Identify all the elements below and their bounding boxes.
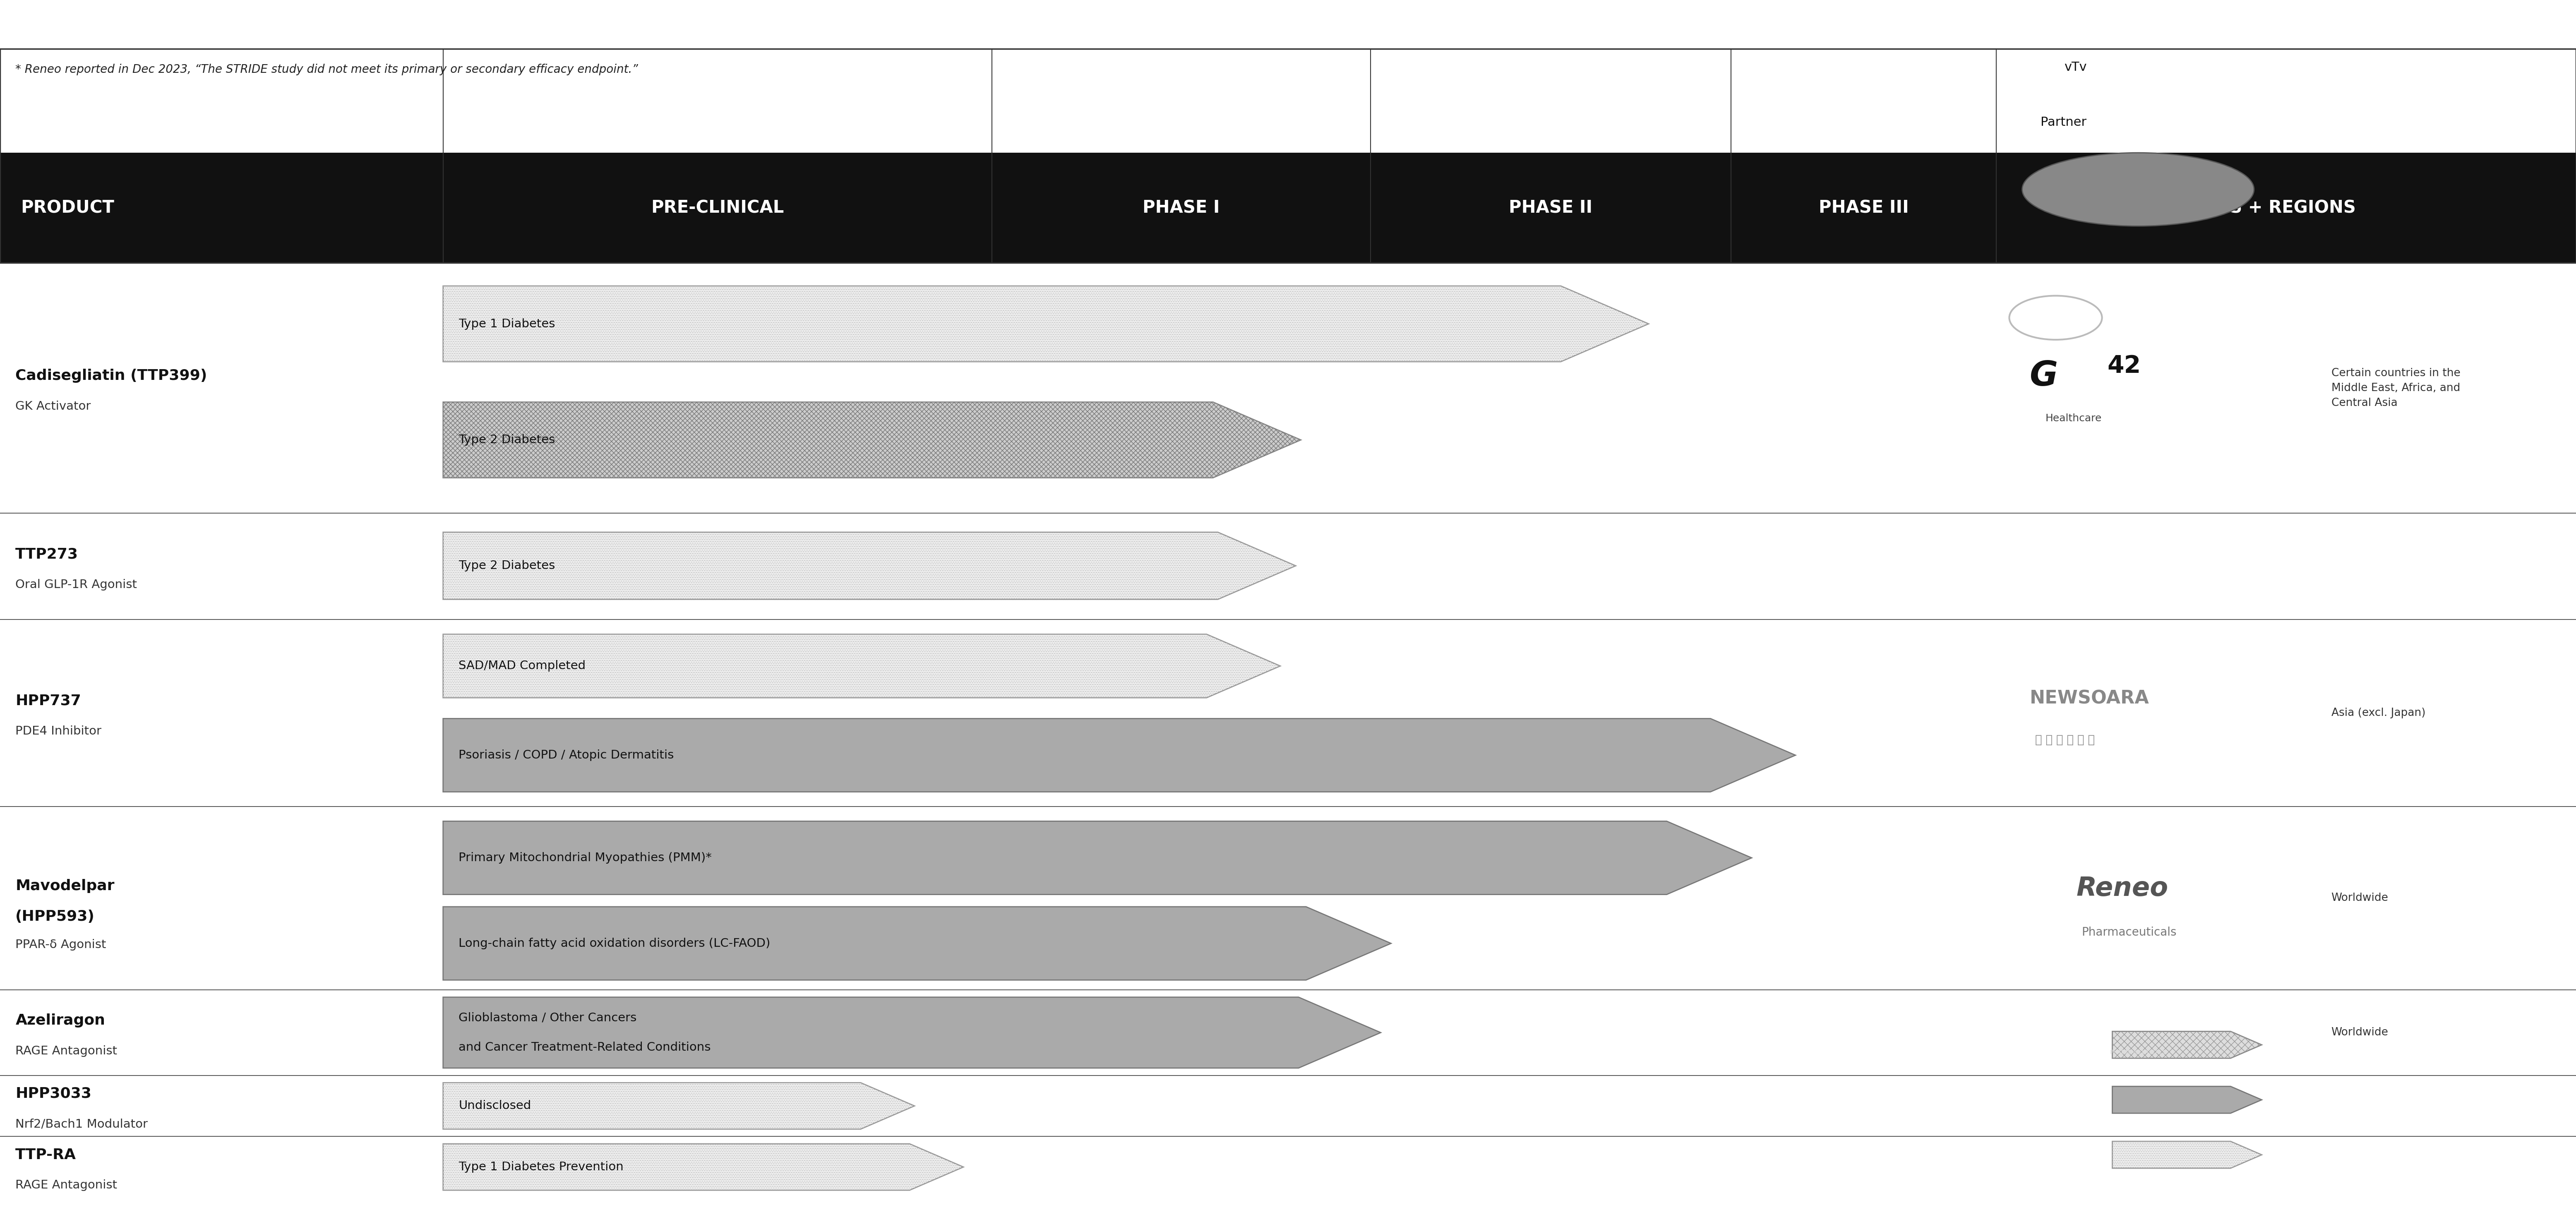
Text: and Cancer Treatment-Related Conditions: and Cancer Treatment-Related Conditions <box>459 1041 711 1053</box>
Text: G: G <box>2030 359 2058 392</box>
Text: Worldwide: Worldwide <box>2331 1028 2388 1037</box>
Text: RAGE Antagonist: RAGE Antagonist <box>15 1179 118 1191</box>
Polygon shape <box>2112 1086 2262 1113</box>
Text: Reneo: Reneo <box>2076 876 2169 901</box>
Text: RAGE Antagonist: RAGE Antagonist <box>15 1045 118 1057</box>
Text: HPP3033: HPP3033 <box>15 1086 93 1101</box>
Polygon shape <box>443 533 1296 600</box>
Text: PHASE II: PHASE II <box>1510 199 1592 216</box>
Text: Type 2 Diabetes: Type 2 Diabetes <box>459 560 554 572</box>
Polygon shape <box>443 402 1301 478</box>
Polygon shape <box>443 719 1795 792</box>
Text: PHARMACEUTICALS: PHARMACEUTICALS <box>2110 1050 2166 1055</box>
Polygon shape <box>443 1144 963 1190</box>
Text: * Reneo reported in Dec 2023, “The STRIDE study did not meet its primary or seco: * Reneo reported in Dec 2023, “The STRID… <box>15 64 639 75</box>
Text: Type 1 Diabetes Prevention: Type 1 Diabetes Prevention <box>459 1161 623 1173</box>
Text: Psoriasis / COPD / Atopic Dermatitis: Psoriasis / COPD / Atopic Dermatitis <box>459 749 675 761</box>
Polygon shape <box>2112 1031 2262 1058</box>
Text: SAD/MAD Completed: SAD/MAD Completed <box>459 660 585 672</box>
Text: Cadisegliatin (TTP399): Cadisegliatin (TTP399) <box>15 369 206 382</box>
Text: 42: 42 <box>2107 354 2141 378</box>
Text: GK Activator: GK Activator <box>15 401 90 412</box>
Text: Mavodelpar: Mavodelpar <box>15 879 113 893</box>
Bar <box>0 49 2576 263</box>
Polygon shape <box>2112 1141 2262 1168</box>
Text: (HPP593): (HPP593) <box>15 909 95 924</box>
Text: Glioblastoma / Other Cancers: Glioblastoma / Other Cancers <box>459 1012 636 1024</box>
Ellipse shape <box>2022 153 2254 226</box>
Text: Type 2 Diabetes: Type 2 Diabetes <box>459 434 554 446</box>
Text: Oral GLP-1R Agonist: Oral GLP-1R Agonist <box>15 579 137 590</box>
Polygon shape <box>443 1083 914 1129</box>
Text: Nrf2/Bach1 Modulator: Nrf2/Bach1 Modulator <box>15 1118 147 1130</box>
Text: Type 1 Diabetes: Type 1 Diabetes <box>459 318 556 330</box>
Text: Azeliragon: Azeliragon <box>15 1013 106 1028</box>
Polygon shape <box>443 634 1280 698</box>
Text: PRE-CLINICAL: PRE-CLINICAL <box>652 199 783 216</box>
Text: PHASE III: PHASE III <box>1819 199 1909 216</box>
Text: Healthcare: Healthcare <box>2045 413 2102 424</box>
Text: Partner: Partner <box>2040 116 2087 128</box>
Polygon shape <box>443 286 1649 362</box>
Polygon shape <box>443 997 1381 1068</box>
Text: HPP737: HPP737 <box>15 694 82 708</box>
Text: PPAR-δ Agonist: PPAR-δ Agonist <box>15 938 106 951</box>
Text: NEWSOARA: NEWSOARA <box>2030 689 2148 708</box>
Text: vTv: vTv <box>2063 61 2087 73</box>
Text: PARTNERS + REGIONS: PARTNERS + REGIONS <box>2141 199 2354 216</box>
Text: CANTEX: CANTEX <box>2110 1019 2166 1031</box>
Text: Asia (excl. Japan): Asia (excl. Japan) <box>2331 708 2427 719</box>
Text: PHASE I: PHASE I <box>1144 199 1218 216</box>
Text: Undisclosed: Undisclosed <box>459 1100 531 1112</box>
Text: Primary Mitochondrial Myopathies (PMM)*: Primary Mitochondrial Myopathies (PMM)* <box>459 852 711 864</box>
Text: Long-chain fatty acid oxidation disorders (LC-FAOD): Long-chain fatty acid oxidation disorder… <box>459 937 770 949</box>
Bar <box>0 153 2576 263</box>
Polygon shape <box>443 821 1752 895</box>
Text: 恒 翼 生 物 医 药: 恒 翼 生 物 医 药 <box>2035 734 2094 745</box>
Polygon shape <box>443 907 1391 980</box>
Text: PRODUCT: PRODUCT <box>21 199 113 216</box>
Text: Pharmaceuticals: Pharmaceuticals <box>2081 926 2177 938</box>
Text: TTP-RA: TTP-RA <box>15 1147 77 1162</box>
Text: Certain countries in the
Middle East, Africa, and
Central Asia: Certain countries in the Middle East, Af… <box>2331 368 2460 408</box>
Text: vTv and Partner: vTv and Partner <box>1986 171 2087 183</box>
Text: Worldwide: Worldwide <box>2331 893 2388 903</box>
Text: PDE4 Inhibitor: PDE4 Inhibitor <box>15 726 100 737</box>
Text: TTP273: TTP273 <box>15 547 77 561</box>
